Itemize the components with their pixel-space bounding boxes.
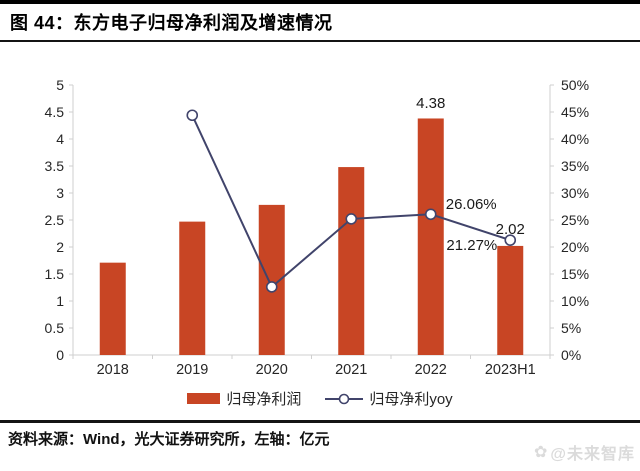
legend-label: 归母净利润	[226, 391, 302, 408]
title-underline-rule	[0, 40, 640, 42]
left-axis-tick-label: 3	[56, 185, 64, 201]
right-axis-tick-label: 15%	[561, 266, 590, 282]
left-axis-tick-label: 3.5	[44, 158, 64, 174]
right-axis-tick-label: 0%	[561, 347, 582, 363]
x-axis-category-label: 2021	[335, 362, 368, 378]
source-note: 资料来源：Wind，光大证券研究所，左轴：亿元	[8, 431, 330, 448]
data-label: 26.06%	[445, 196, 497, 214]
x-axis-category-label: 2023H1	[484, 362, 536, 378]
right-axis-tick-label: 35%	[561, 158, 590, 174]
figure-title: 图 44：东方电子归母净利润及增速情况	[10, 13, 333, 33]
right-axis-tick-label: 20%	[561, 239, 590, 255]
yoy-marker-2019	[186, 109, 199, 122]
bar-2021	[338, 167, 365, 355]
left-axis-tick-label: 4.5	[44, 104, 64, 120]
left-axis-tick-label: 5	[56, 77, 64, 93]
left-axis-tick-label: 2	[56, 239, 64, 255]
x-axis-category-label: 2022	[414, 362, 447, 378]
left-axis-tick-label: 1.5	[44, 266, 64, 282]
watermark-text: @未来智库	[550, 446, 635, 463]
line-series-swatch-icon	[325, 393, 364, 404]
left-axis-tick-label: 0.5	[44, 320, 64, 336]
bar-2022	[417, 118, 444, 355]
yoy-marker-2022	[424, 208, 437, 221]
bar-2018	[99, 262, 126, 355]
right-axis-tick-label: 5%	[561, 320, 582, 336]
right-axis-tick-label: 30%	[561, 185, 590, 201]
x-axis-category-label: 2020	[255, 362, 288, 378]
watermark-flower-icon: ✿	[533, 444, 549, 461]
top-border-rule	[0, 0, 640, 4]
right-axis-tick-label: 25%	[561, 212, 590, 228]
yoy-marker-2020	[265, 281, 278, 293]
data-label: 4.38	[416, 95, 446, 113]
left-axis-tick-label: 4	[56, 131, 64, 147]
left-axis-tick-label: 2.5	[44, 212, 64, 228]
x-axis-category-label: 2019	[176, 362, 209, 378]
right-axis-tick-label: 40%	[561, 131, 590, 147]
watermark: ✿ @未来智库	[534, 440, 635, 464]
left-axis-tick-label: 0	[56, 347, 64, 363]
footer-rule	[0, 420, 640, 423]
right-axis-tick-label: 10%	[561, 293, 590, 309]
yoy-marker-2023H1	[504, 234, 517, 246]
bar-series-swatch-icon	[187, 393, 221, 404]
data-label: 2.02	[495, 220, 525, 238]
bar-2019	[179, 221, 206, 355]
legend-item-yoy: 归母净利yoy	[325, 388, 453, 409]
left-axis-tick-label: 1	[56, 293, 64, 309]
x-axis-category-label: 2018	[96, 362, 129, 378]
legend-item-net-profit: 归母净利润	[187, 388, 301, 409]
right-axis-tick-label: 50%	[561, 77, 590, 93]
chart-legend: 归母净利润 归母净利yoy	[0, 388, 640, 409]
legend-label: 归母净利yoy	[369, 391, 453, 408]
bar-2023H1	[497, 245, 524, 355]
data-label: 21.27%	[446, 237, 498, 255]
right-axis-tick-label: 45%	[561, 104, 590, 120]
yoy-marker-2021	[345, 213, 358, 225]
